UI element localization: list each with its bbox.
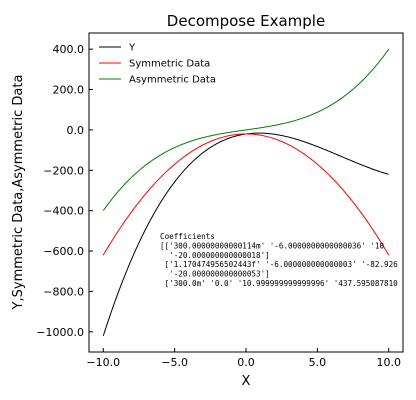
y-tick-label: −200.0	[43, 164, 84, 177]
annotation-line-5: ['300.0m' '0.0' '10.999999999999996' '43…	[160, 279, 398, 288]
series-line-0	[102, 132, 389, 337]
x-tick-label: −10.0	[86, 356, 120, 369]
x-tick-label: −5.0	[161, 356, 188, 369]
legend-label-1: Symmetric Data	[129, 59, 210, 70]
x-tick-label: 5.0	[309, 356, 327, 369]
legend-label-0: Y	[128, 43, 136, 54]
annotation-line-2: '-20.000000000000018']	[160, 251, 270, 260]
y-tick-label: 400.0	[53, 43, 85, 56]
series-layer	[102, 48, 390, 337]
series-line-2	[102, 48, 390, 211]
y-tick-label: −800.0	[43, 285, 84, 298]
legend-label-2: Asymmetric Data	[129, 75, 216, 86]
y-axis-label: Y,Symmetric Data,Asymmetric Data	[11, 75, 26, 311]
y-tick-label: −400.0	[43, 205, 84, 218]
x-tick-label: 0.0	[237, 356, 255, 369]
series-line-1	[102, 133, 390, 256]
y-tick-label: −600.0	[43, 245, 84, 258]
x-axis-label: X	[242, 374, 251, 389]
legend: Y Symmetric Data Asymmetric Data	[99, 43, 216, 86]
x-tick-label: 10.0	[376, 356, 401, 369]
annotation-line-3: ['1.170474956502443f' '-6.00000000000000…	[160, 260, 398, 269]
y-tick-label: 0.0	[67, 124, 85, 137]
chart-title: Decompose Example	[167, 12, 325, 30]
x-axis-ticks: −10.0 −5.0 0.0 5.0 10.0	[86, 348, 401, 369]
y-axis-ticks: −1000.0 −800.0 −600.0 −400.0 −200.0 0.0 200.0 4…	[36, 43, 93, 339]
y-tick-label: 200.0	[53, 84, 85, 97]
annotation-line-0: Coefficients	[160, 232, 215, 241]
annotation-line-4: '-20.000000000000053']	[160, 270, 270, 279]
coefficients-annotation: Coefficients[['300.00000000000114m' '-6.…	[160, 232, 398, 288]
y-tick-label: −1000.0	[36, 326, 84, 339]
annotation-line-1: [['300.00000000000114m' '-6.000000000000…	[160, 241, 384, 250]
